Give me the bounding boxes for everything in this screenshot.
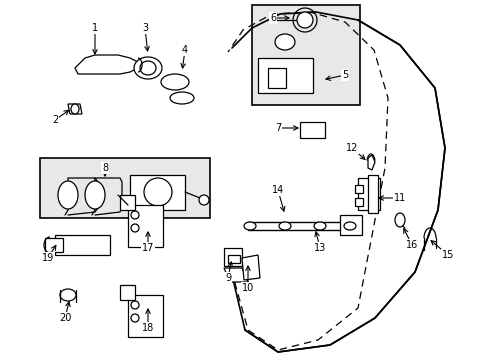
Ellipse shape [244,222,256,230]
Bar [130,175,184,210]
Ellipse shape [343,222,355,230]
Text: 17: 17 [142,243,154,253]
Text: 2: 2 [52,115,58,125]
Ellipse shape [199,195,208,205]
Text: 9: 9 [224,273,231,283]
Text: 1: 1 [92,23,98,33]
Bar [128,205,163,247]
Text: 18: 18 [142,323,154,333]
Text: 13: 13 [313,243,325,253]
Ellipse shape [394,213,404,227]
Text: 15: 15 [441,250,453,260]
Ellipse shape [131,211,139,219]
Bar [128,295,163,337]
Polygon shape [367,155,374,170]
Bar [339,215,361,235]
Bar [120,195,135,210]
Bar [40,158,209,218]
Bar [227,255,240,263]
Ellipse shape [85,181,105,209]
Ellipse shape [58,181,78,209]
Text: 19: 19 [42,253,54,263]
Ellipse shape [313,222,325,230]
Bar [120,285,135,300]
Ellipse shape [279,222,290,230]
Bar [354,198,362,206]
Polygon shape [68,104,82,114]
Text: 8: 8 [102,163,108,173]
Ellipse shape [134,57,162,79]
Bar [299,122,325,138]
Polygon shape [242,255,260,280]
Bar [224,248,242,266]
Polygon shape [75,55,138,74]
Ellipse shape [131,314,139,322]
Ellipse shape [140,61,156,75]
Ellipse shape [296,12,312,28]
Text: 12: 12 [345,143,357,153]
Ellipse shape [143,178,172,206]
Text: 7: 7 [274,123,281,133]
Polygon shape [224,268,247,282]
Ellipse shape [170,92,194,104]
Text: 16: 16 [405,240,417,250]
Ellipse shape [71,104,79,114]
Ellipse shape [60,289,76,301]
Text: 6: 6 [269,13,276,23]
Ellipse shape [131,301,139,309]
Text: 5: 5 [341,70,347,80]
Ellipse shape [161,74,189,90]
Bar [258,58,312,93]
Bar [55,235,110,255]
Text: 3: 3 [142,23,148,33]
Ellipse shape [274,34,294,50]
Ellipse shape [131,224,139,232]
Bar [367,175,377,213]
Bar [45,238,63,252]
Text: 4: 4 [182,45,188,55]
Bar [357,178,379,210]
Text: 20: 20 [59,313,71,323]
Bar [251,5,359,105]
Bar [267,68,285,88]
Text: 14: 14 [271,185,284,195]
Text: 10: 10 [242,283,254,293]
Bar [354,185,362,193]
Text: 11: 11 [393,193,406,203]
